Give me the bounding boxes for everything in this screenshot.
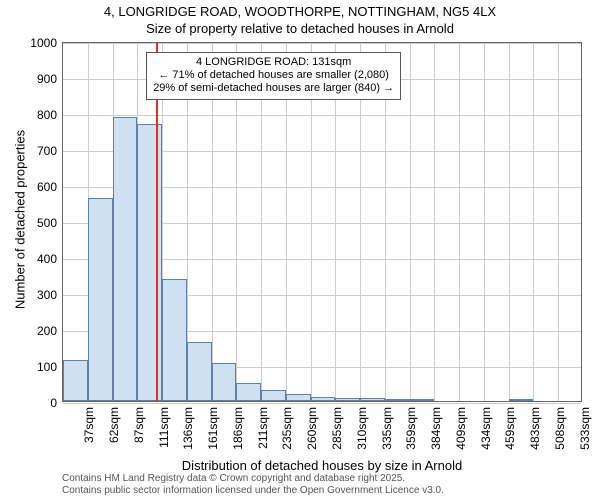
x-tick-label: 111sqm <box>155 407 171 448</box>
footer-line1: Contains HM Land Registry data © Crown c… <box>62 473 405 484</box>
x-tick-label: 459sqm <box>501 407 517 450</box>
bar <box>236 383 261 401</box>
x-tick-label: 434sqm <box>477 407 493 450</box>
grid-line-v <box>533 43 534 401</box>
bar <box>385 399 410 401</box>
bar <box>63 360 88 401</box>
bar <box>286 394 311 401</box>
y-tick-label: 500 <box>37 216 63 230</box>
annotation-line: 29% of semi-detached houses are larger (… <box>153 82 394 95</box>
y-tick-label: 200 <box>37 324 63 338</box>
bar <box>410 399 435 401</box>
grid-line-v <box>410 43 411 401</box>
bar <box>137 124 162 401</box>
grid-line-v <box>558 43 559 401</box>
y-tick-label: 400 <box>37 252 63 266</box>
x-tick-label: 335sqm <box>378 407 394 450</box>
y-tick-label: 1000 <box>30 36 63 50</box>
grid-line-h <box>63 115 581 116</box>
x-tick-label: 359sqm <box>402 407 418 450</box>
x-tick-label: 409sqm <box>452 407 468 450</box>
x-tick-label: 87sqm <box>130 407 146 443</box>
grid-line-h <box>63 403 581 404</box>
y-tick-label: 0 <box>50 396 63 410</box>
bar <box>187 342 212 401</box>
chart-container: 4, LONGRIDGE ROAD, WOODTHORPE, NOTTINGHA… <box>0 0 600 500</box>
bar <box>113 117 138 401</box>
plot-area: 0100200300400500600700800900100037sqm62s… <box>62 42 582 402</box>
x-tick-label: 211sqm <box>254 407 270 449</box>
x-tick-label: 37sqm <box>80 407 96 443</box>
x-tick-label: 260sqm <box>303 407 319 450</box>
bar <box>509 399 534 401</box>
y-tick-label: 800 <box>37 108 63 122</box>
y-tick-label: 600 <box>37 180 63 194</box>
x-tick-label: 508sqm <box>551 407 567 450</box>
grid-line-v <box>434 43 435 401</box>
x-tick-label: 310sqm <box>353 407 369 450</box>
annotation-line: ← 71% of detached houses are smaller (2,… <box>153 69 394 82</box>
x-tick-label: 186sqm <box>229 407 245 450</box>
x-tick-label: 483sqm <box>526 407 542 450</box>
footer-line2: Contains public sector information licen… <box>62 485 444 496</box>
x-tick-label: 136sqm <box>179 407 195 450</box>
annotation-line: 4 LONGRIDGE ROAD: 131sqm <box>153 56 394 69</box>
grid-line-v <box>459 43 460 401</box>
grid-line-v <box>484 43 485 401</box>
bar <box>360 398 385 401</box>
bar <box>162 279 187 401</box>
x-tick-label: 285sqm <box>328 407 344 450</box>
chart-title-line1: 4, LONGRIDGE ROAD, WOODTHORPE, NOTTINGHA… <box>0 4 600 19</box>
y-axis-label: Number of detached properties <box>13 120 28 320</box>
annotation-box: 4 LONGRIDGE ROAD: 131sqm← 71% of detache… <box>146 52 401 100</box>
bar <box>261 390 286 401</box>
y-tick-label: 900 <box>37 72 63 86</box>
x-tick-label: 62sqm <box>105 407 121 443</box>
y-tick-label: 300 <box>37 288 63 302</box>
bar <box>88 198 113 401</box>
bar <box>212 363 237 401</box>
y-tick-label: 700 <box>37 144 63 158</box>
x-axis-label: Distribution of detached houses by size … <box>62 458 582 473</box>
bar <box>311 397 336 401</box>
bar <box>335 398 360 401</box>
y-tick-label: 100 <box>37 360 63 374</box>
x-tick-label: 161sqm <box>204 407 220 450</box>
grid-line-v <box>509 43 510 401</box>
x-tick-label: 384sqm <box>427 407 443 450</box>
grid-line-h <box>63 43 581 44</box>
x-tick-label: 533sqm <box>576 407 592 450</box>
x-tick-label: 235sqm <box>278 407 294 450</box>
chart-title-line2: Size of property relative to detached ho… <box>0 21 600 36</box>
